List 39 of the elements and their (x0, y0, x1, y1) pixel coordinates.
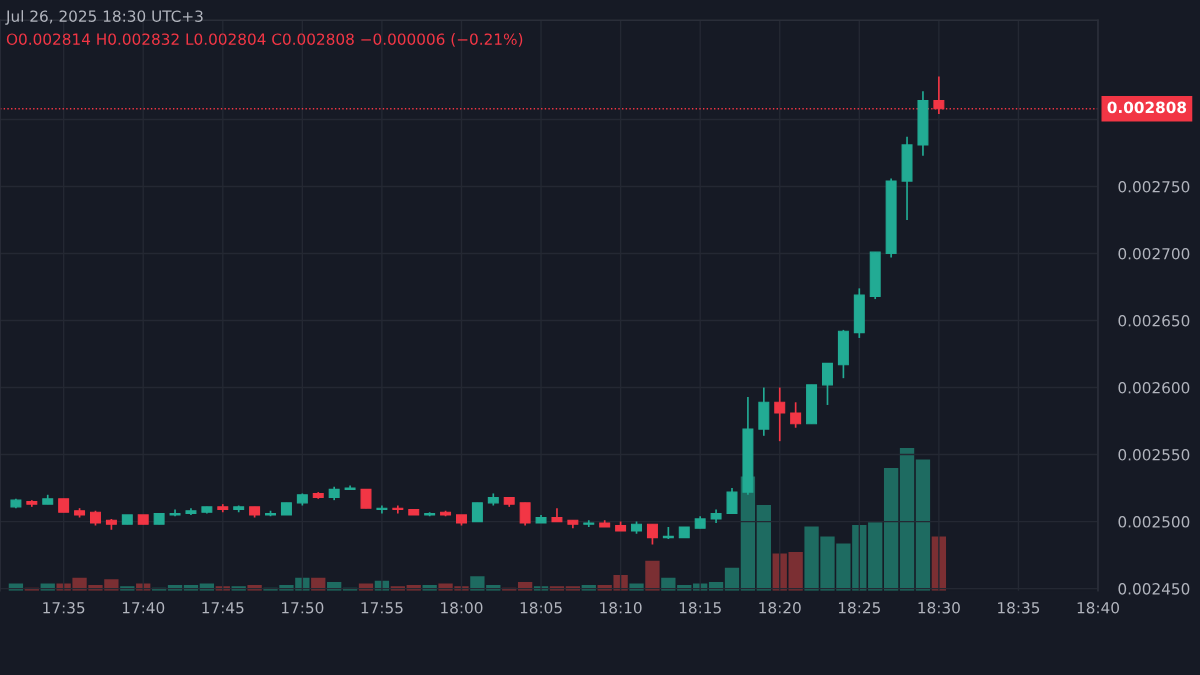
candlestick (360, 488, 372, 510)
x-tick-label: 18:40 (1077, 602, 1119, 614)
candlestick (821, 362, 833, 406)
y-tick-label: 0.002600 (1118, 382, 1190, 394)
bar (899, 448, 915, 591)
text: O0.002814 H0.002832 L0.002804 C0.002808 −0.000006 (−0.21%) (6, 33, 523, 47)
chart-title: Jul 26, 2025 18:30 UTC+3 (5, 10, 203, 25)
x-tick-label: 18:10 (600, 602, 642, 614)
bar (868, 522, 883, 591)
candlestick (790, 401, 802, 429)
x-tick-label: 18:30 (918, 602, 960, 614)
y-tick-label: 0.002700 (1118, 247, 1190, 260)
x-tick-label: 18:25 (838, 602, 880, 614)
bar (645, 560, 660, 591)
bar (724, 567, 740, 591)
x-tick-label: 17:55 (361, 602, 403, 614)
x-tick-label: 18:20 (759, 602, 801, 614)
ref-line-label: 0.002808 (1107, 101, 1187, 114)
candlestick (726, 487, 738, 515)
candlestick (774, 386, 786, 442)
candlestick (519, 501, 531, 527)
y-tick-label: 0.002650 (1118, 314, 1190, 327)
x-tick-label: 18:35 (998, 602, 1040, 614)
x-tick-label: 17:35 (43, 602, 85, 614)
x-tick-label: 18:15 (679, 602, 721, 614)
y-tick-label: 0.002450 (1118, 583, 1190, 595)
candlestick (646, 523, 658, 546)
y-tick-label: 0.002500 (1118, 516, 1190, 528)
y-tick-label: 0.002750 (1118, 180, 1190, 193)
x-tick-label: 18:00 (441, 602, 483, 614)
bar (915, 459, 931, 591)
x-tick-label: 17:45 (202, 602, 244, 614)
bar (883, 467, 899, 591)
y-tick-label: 0.002550 (1118, 449, 1190, 461)
x-tick-label: 17:50 (282, 602, 324, 614)
bar (756, 505, 771, 591)
candlestick (471, 501, 483, 523)
x-tick-label: 18:05 (520, 602, 562, 614)
x-tick-label: 17:40 (122, 602, 165, 614)
